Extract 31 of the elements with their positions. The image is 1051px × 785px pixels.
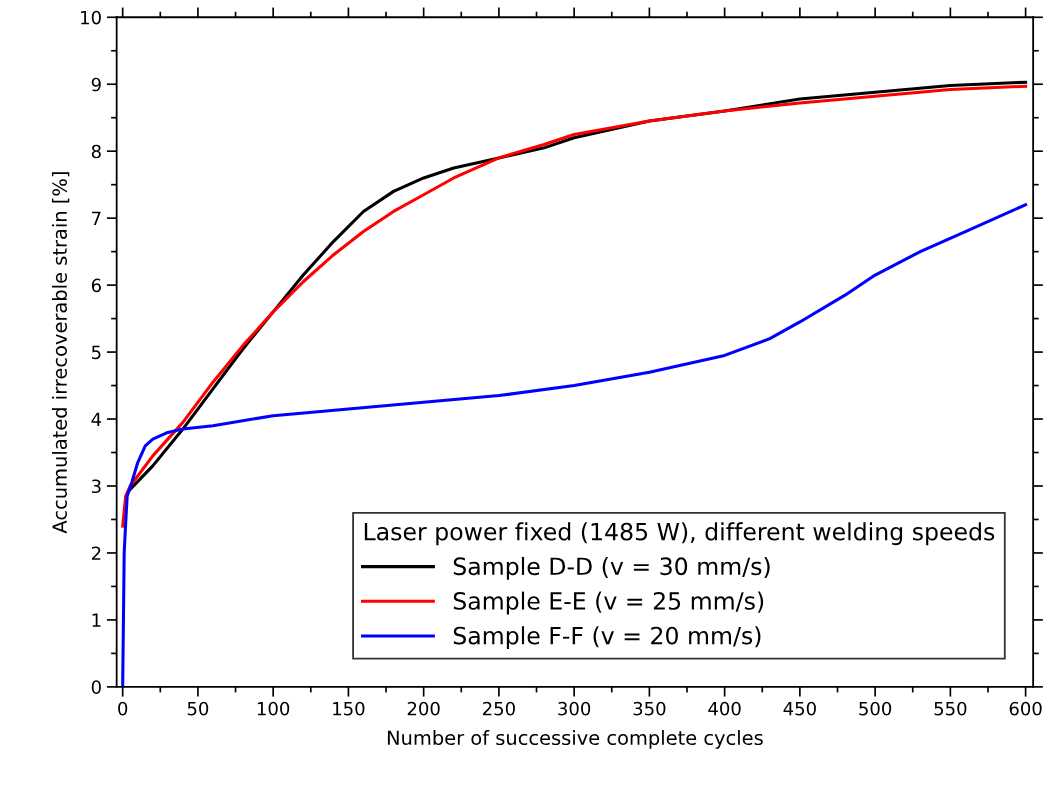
y-tick-label: 10 [81,10,101,25]
y-tick-label: 8 [91,144,101,159]
x-tick-label: 300 [558,701,591,716]
legend-label: Sample E-E (v = 25 mm/s) [453,591,764,615]
y-tick-label: 9 [91,77,101,92]
y-tick-label: 1 [92,613,101,627]
legend-label: Sample D-D (v = 30 mm/s) [453,556,770,580]
y-tick-label: 3 [91,479,101,494]
y-tick-label: 0 [91,680,101,694]
legend-title: Laser power fixed (1485 W), different welding speeds [364,522,995,546]
y-tick-label: 6 [91,278,101,293]
x-tick-label: 550 [934,701,967,716]
x-tick-label: 450 [783,701,816,716]
x-tick-label: 0 [118,701,128,716]
x-tick-label: 150 [333,701,365,716]
y-tick-label: 5 [91,345,101,360]
x-tick-label: 350 [633,701,666,716]
x-tick-label: 600 [1009,701,1042,716]
x-tick-label: 500 [859,701,892,716]
x-tick-label: 100 [257,701,290,716]
x-axis-title: Number of successive complete cycles [387,730,763,749]
y-tick-label: 7 [92,211,101,226]
y-axis-title: Accumulated irrecoverable strain [%] [51,172,70,534]
line-series [121,203,1028,687]
y-tick-label: 2 [91,546,101,560]
x-tick-label: 400 [708,701,741,716]
x-tick-label: 250 [482,701,515,716]
y-tick-label: 4 [91,412,102,426]
x-tick-label: 50 [187,701,209,716]
legend-label: Sample F-F (v = 20 mm/s) [453,626,761,650]
x-tick-label: 200 [407,701,440,716]
